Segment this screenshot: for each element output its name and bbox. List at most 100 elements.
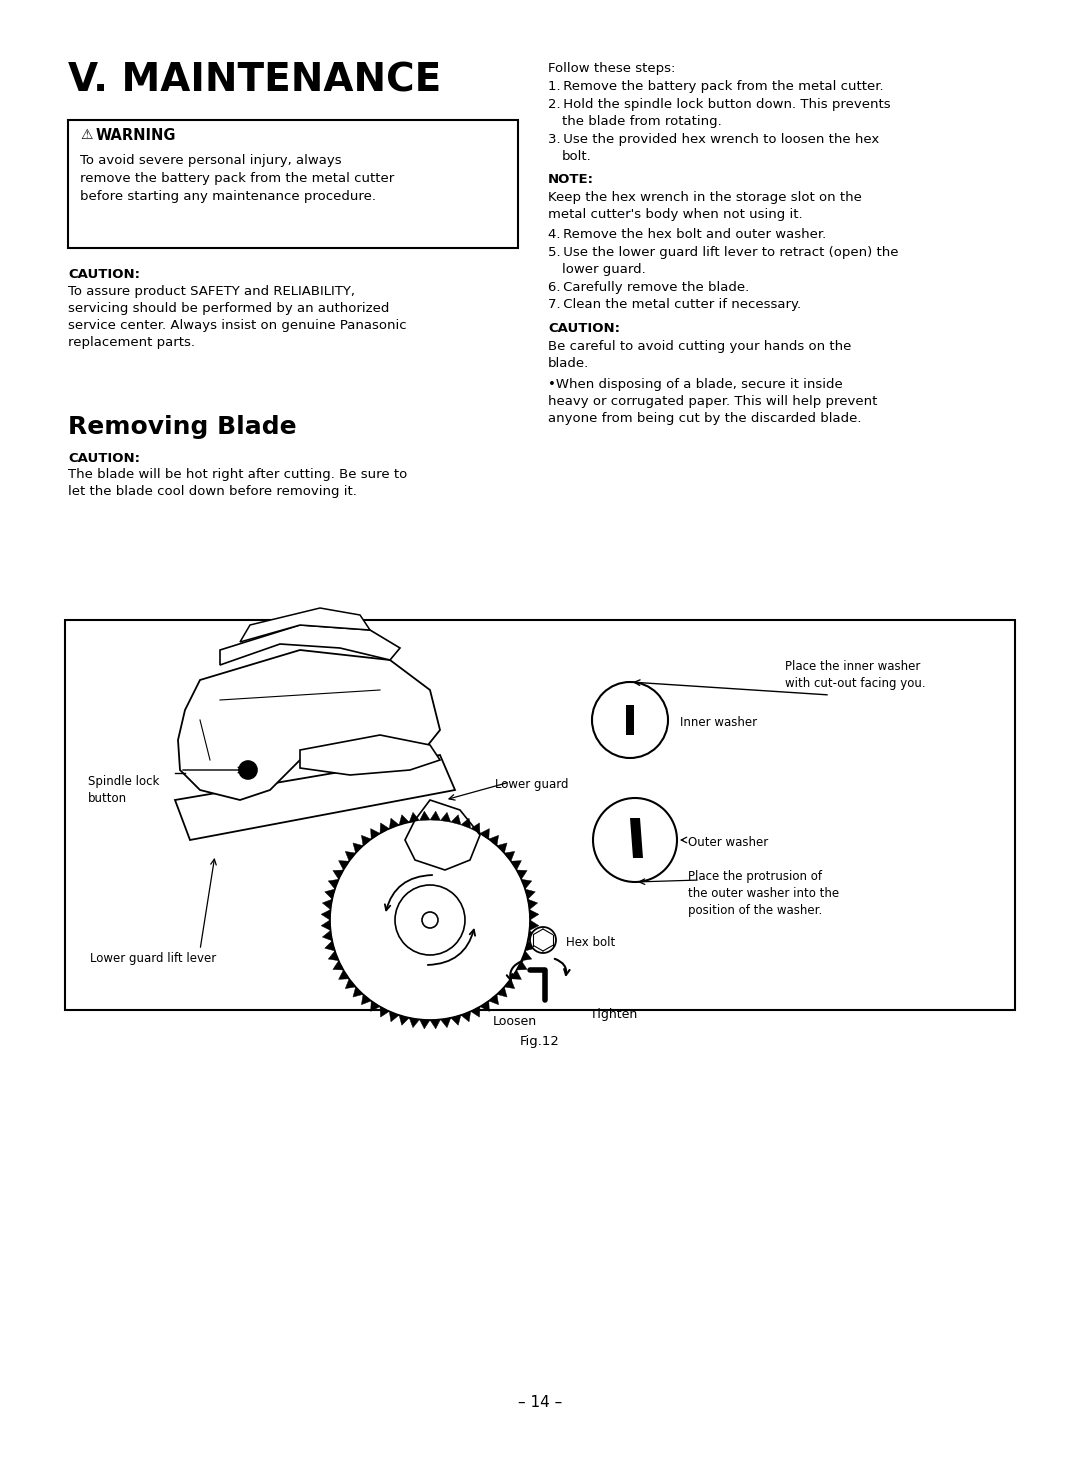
Text: remove the battery pack from the metal cutter: remove the battery pack from the metal c… [80, 171, 394, 184]
Polygon shape [300, 735, 440, 774]
Text: Fig.12: Fig.12 [521, 1035, 559, 1048]
Polygon shape [400, 814, 409, 824]
Polygon shape [339, 971, 349, 979]
Text: •When disposing of a blade, secure it inside: •When disposing of a blade, secure it in… [548, 378, 842, 391]
Polygon shape [333, 960, 343, 971]
Text: position of the washer.: position of the washer. [688, 903, 822, 916]
Polygon shape [461, 1012, 471, 1022]
Text: Loosen: Loosen [492, 1015, 537, 1028]
Polygon shape [370, 829, 380, 839]
Polygon shape [322, 931, 333, 941]
Circle shape [593, 798, 677, 881]
Circle shape [330, 820, 530, 1020]
Polygon shape [525, 941, 536, 952]
Text: ⚠: ⚠ [80, 127, 93, 142]
Text: the outer washer into the: the outer washer into the [688, 887, 839, 900]
Polygon shape [461, 818, 471, 829]
Text: bolt.: bolt. [562, 149, 592, 163]
Polygon shape [511, 861, 522, 870]
FancyBboxPatch shape [68, 120, 518, 247]
Text: Place the inner washer: Place the inner washer [785, 660, 920, 673]
Polygon shape [522, 880, 531, 889]
Text: 1. Remove the battery pack from the metal cutter.: 1. Remove the battery pack from the meta… [548, 81, 883, 94]
Text: 4. Remove the hex bolt and outer washer.: 4. Remove the hex bolt and outer washer. [548, 228, 826, 242]
Text: Place the protrusion of: Place the protrusion of [688, 870, 822, 883]
Text: replacement parts.: replacement parts. [68, 337, 195, 348]
Polygon shape [380, 823, 389, 833]
Circle shape [530, 927, 556, 953]
Polygon shape [525, 889, 536, 899]
Text: anyone from being cut by the discarded blade.: anyone from being cut by the discarded b… [548, 411, 862, 425]
Polygon shape [175, 755, 455, 840]
Polygon shape [489, 836, 499, 846]
Polygon shape [528, 931, 538, 941]
Text: CAUTION:: CAUTION: [68, 452, 140, 466]
Text: Lower guard lift lever: Lower guard lift lever [90, 952, 216, 965]
Polygon shape [504, 979, 515, 988]
Polygon shape [529, 919, 539, 931]
Polygon shape [480, 829, 489, 839]
Polygon shape [321, 909, 330, 919]
Polygon shape [441, 813, 450, 823]
Text: Follow these steps:: Follow these steps: [548, 61, 675, 75]
Polygon shape [441, 1017, 450, 1028]
Text: 3. Use the provided hex wrench to loosen the hex: 3. Use the provided hex wrench to loosen… [548, 133, 879, 146]
Text: 6. Carefully remove the blade.: 6. Carefully remove the blade. [548, 281, 750, 294]
Polygon shape [362, 994, 372, 1004]
Text: Lower guard: Lower guard [495, 777, 568, 791]
Text: servicing should be performed by an authorized: servicing should be performed by an auth… [68, 302, 390, 315]
Text: 2. Hold the spindle lock button down. This prevents: 2. Hold the spindle lock button down. Th… [548, 98, 891, 111]
Polygon shape [522, 952, 531, 960]
Polygon shape [450, 814, 461, 824]
Text: metal cutter's body when not using it.: metal cutter's body when not using it. [548, 208, 802, 221]
Text: Outer washer: Outer washer [688, 836, 768, 849]
Polygon shape [346, 979, 355, 988]
Polygon shape [409, 813, 419, 823]
Text: Inner washer: Inner washer [680, 716, 757, 729]
Text: 7. Clean the metal cutter if necessary.: 7. Clean the metal cutter if necessary. [548, 299, 801, 310]
Polygon shape [220, 625, 400, 665]
Text: To assure product SAFETY and RELIABILITY,: To assure product SAFETY and RELIABILITY… [68, 285, 355, 299]
Polygon shape [389, 1012, 400, 1022]
Polygon shape [321, 919, 330, 931]
Text: 5. Use the lower guard lift lever to retract (open) the: 5. Use the lower guard lift lever to ret… [548, 246, 899, 259]
Polygon shape [405, 799, 480, 870]
Circle shape [239, 761, 257, 779]
Polygon shape [528, 899, 538, 909]
Polygon shape [471, 823, 480, 833]
Text: service center. Always insist on genuine Panasonic: service center. Always insist on genuine… [68, 319, 407, 332]
Text: Keep the hex wrench in the storage slot on the: Keep the hex wrench in the storage slot … [548, 190, 862, 203]
Polygon shape [353, 987, 363, 997]
Text: The blade will be hot right after cutting. Be sure to: The blade will be hot right after cuttin… [68, 468, 407, 482]
Text: Spindle lock: Spindle lock [87, 774, 160, 788]
Polygon shape [511, 971, 522, 979]
Polygon shape [419, 811, 430, 820]
Text: CAUTION:: CAUTION: [548, 322, 620, 335]
Text: NOTE:: NOTE: [548, 173, 594, 186]
Polygon shape [430, 811, 441, 820]
Text: the blade from rotating.: the blade from rotating. [562, 116, 721, 127]
Polygon shape [328, 880, 339, 889]
Polygon shape [419, 1019, 430, 1029]
Polygon shape [489, 994, 499, 1004]
Polygon shape [630, 818, 643, 858]
Polygon shape [497, 987, 508, 997]
Polygon shape [328, 952, 339, 960]
Text: WARNING: WARNING [96, 127, 176, 143]
Text: blade.: blade. [548, 357, 590, 370]
Polygon shape [497, 843, 508, 854]
Polygon shape [346, 852, 355, 861]
Polygon shape [380, 1007, 389, 1017]
Text: Tighten: Tighten [590, 1009, 637, 1020]
Polygon shape [529, 909, 539, 919]
Text: – 14 –: – 14 – [518, 1395, 562, 1410]
FancyBboxPatch shape [65, 619, 1015, 1010]
Polygon shape [389, 818, 400, 829]
Text: before starting any maintenance procedure.: before starting any maintenance procedur… [80, 190, 376, 203]
Text: lower guard.: lower guard. [562, 264, 646, 277]
Text: V. MAINTENANCE: V. MAINTENANCE [68, 61, 442, 100]
Text: button: button [87, 792, 127, 805]
Circle shape [422, 912, 438, 928]
Polygon shape [333, 870, 343, 880]
Polygon shape [240, 608, 370, 643]
